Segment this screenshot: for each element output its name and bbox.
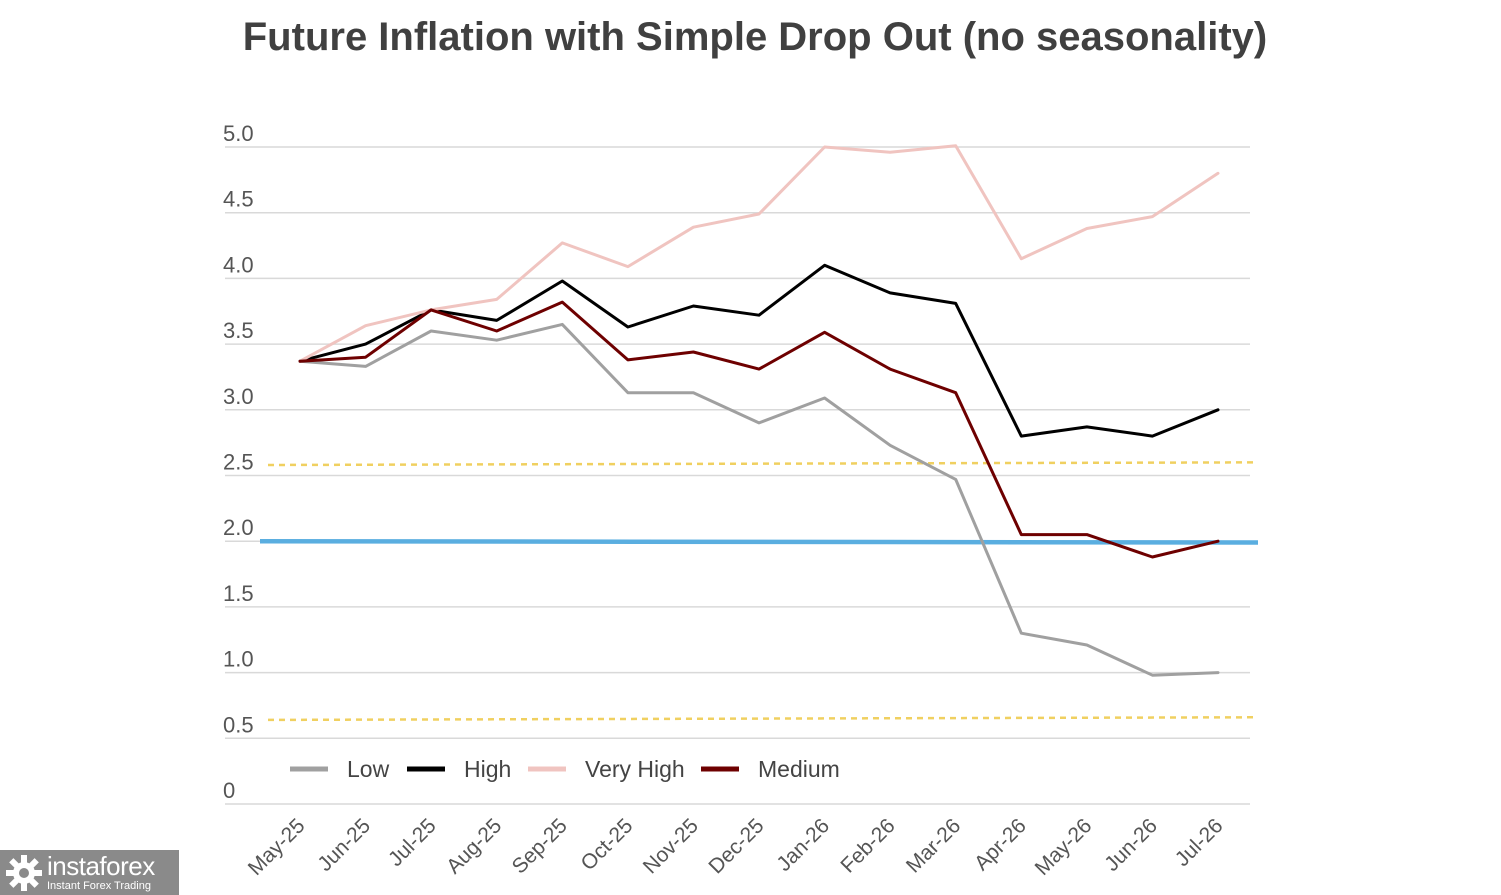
x-tick-label: Mar-26 bbox=[902, 814, 965, 877]
y-tick-label: 5.0 bbox=[223, 121, 254, 146]
x-tick-label: Dec-25 bbox=[704, 814, 768, 878]
gridlines bbox=[225, 146, 1250, 805]
series-line-very-high bbox=[298, 144, 1220, 363]
data-series bbox=[298, 144, 1220, 677]
reference-lines bbox=[259, 461, 1259, 722]
series-line-medium bbox=[298, 300, 1220, 559]
legend-label-very-high: Very High bbox=[585, 756, 685, 782]
x-tick-label: Aug-25 bbox=[442, 814, 506, 878]
y-axis: 0 0.5 1.0 1.5 2.0 2.5 3.0 3.5 4.0 4.5 5.0 bbox=[223, 121, 254, 803]
chart-title: Future Inflation with Simple Drop Out (n… bbox=[243, 15, 1267, 59]
gear-logo-icon bbox=[6, 854, 42, 891]
legend-label-low: Low bbox=[347, 756, 390, 782]
legend-label-medium: Medium bbox=[758, 756, 840, 782]
y-tick-label: 4.5 bbox=[223, 187, 254, 212]
series-line-low bbox=[298, 322, 1220, 677]
x-tick-label: Jul-25 bbox=[384, 814, 441, 871]
y-tick-label: 0 bbox=[223, 778, 235, 803]
instaforex-watermark: instaforex Instant Forex Trading bbox=[0, 850, 179, 895]
legend: Low High Very High Medium bbox=[290, 756, 840, 782]
x-tick-label: Sep-25 bbox=[508, 814, 572, 878]
y-tick-label: 3.5 bbox=[223, 318, 254, 343]
reference-line-target bbox=[259, 538, 1259, 545]
x-tick-label: Jun-25 bbox=[313, 814, 375, 876]
y-tick-label: 1.0 bbox=[223, 647, 254, 672]
reference-line-lower-band bbox=[267, 716, 1259, 722]
y-tick-label: 2.0 bbox=[223, 515, 254, 540]
x-tick-label: Nov-25 bbox=[639, 814, 703, 878]
legend-label-high: High bbox=[464, 756, 511, 782]
watermark-brand: instaforex bbox=[47, 851, 155, 881]
x-tick-label: May-25 bbox=[244, 814, 310, 880]
y-tick-label: 2.5 bbox=[223, 450, 254, 475]
series-line-high bbox=[298, 263, 1220, 438]
y-tick-label: 4.0 bbox=[223, 252, 254, 277]
x-tick-label: May-26 bbox=[1031, 814, 1097, 880]
x-tick-label: Jan-26 bbox=[772, 814, 834, 876]
x-tick-label: Feb-26 bbox=[836, 814, 899, 877]
y-tick-label: 3.0 bbox=[223, 384, 254, 409]
x-tick-label: Jun-26 bbox=[1100, 814, 1162, 876]
y-tick-label: 1.5 bbox=[223, 581, 254, 606]
x-axis: May-25 Jun-25 Jul-25 Aug-25 Sep-25 Oct-25 Nov-… bbox=[244, 814, 1228, 880]
x-tick-label: Apr-26 bbox=[970, 814, 1031, 875]
y-tick-label: 0.5 bbox=[223, 712, 254, 737]
watermark-tagline: Instant Forex Trading bbox=[47, 880, 151, 892]
reference-line-upper-band bbox=[267, 461, 1259, 467]
x-tick-label: Jul-26 bbox=[1171, 814, 1228, 871]
x-tick-label: Oct-25 bbox=[577, 814, 638, 875]
